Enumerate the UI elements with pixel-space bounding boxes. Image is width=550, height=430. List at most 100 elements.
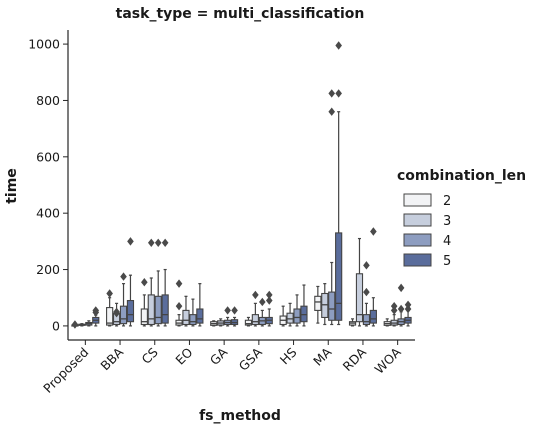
box-GA-3 bbox=[217, 318, 225, 327]
outlier-point bbox=[370, 227, 377, 236]
box-WOA-5 bbox=[404, 300, 412, 327]
outlier-point bbox=[265, 290, 273, 300]
x-axis-label: fs_method bbox=[199, 408, 281, 424]
x-tick-label: MA bbox=[310, 344, 335, 369]
legend-swatch bbox=[403, 253, 432, 267]
box-Proposed-3 bbox=[78, 323, 86, 327]
box-body bbox=[161, 294, 169, 324]
outlier-point bbox=[127, 237, 134, 246]
box-GA-2 bbox=[210, 320, 218, 327]
box-body bbox=[362, 314, 371, 326]
x-tick-label: BBA bbox=[97, 344, 126, 373]
legend-label: 4 bbox=[443, 234, 451, 249]
outlier-point bbox=[141, 278, 148, 287]
box-EO-3 bbox=[182, 295, 190, 327]
outlier-point bbox=[335, 89, 342, 98]
x-tick-label: CS bbox=[138, 344, 160, 366]
outlier-point bbox=[71, 320, 79, 329]
outlier-point bbox=[224, 306, 231, 315]
box-GSA-4 bbox=[258, 297, 266, 327]
box-HS-3 bbox=[286, 302, 294, 327]
outlier-point bbox=[120, 272, 127, 281]
box-GSA-2 bbox=[244, 316, 253, 327]
box-BBA-4 bbox=[119, 272, 128, 327]
outlier-point bbox=[106, 289, 113, 298]
outlier-point bbox=[252, 290, 259, 300]
outlier-point bbox=[363, 261, 370, 270]
plot-area: 0 200 400 600 800 1000 Proposed BBA CS EO GA GSA HS M… bbox=[28, 30, 415, 396]
outlier-point bbox=[231, 306, 238, 315]
box-body bbox=[244, 319, 253, 326]
y-tick-label: 200 bbox=[36, 262, 60, 277]
legend-label: 2 bbox=[443, 194, 451, 209]
box-body bbox=[119, 305, 128, 325]
outlier-point bbox=[265, 296, 273, 305]
box-CS-2 bbox=[140, 278, 148, 327]
outlier-point bbox=[92, 306, 100, 315]
box-body bbox=[286, 312, 294, 324]
box-body bbox=[126, 299, 135, 323]
outlier-point bbox=[397, 283, 405, 293]
outlier-point bbox=[175, 279, 183, 288]
x-tick-label: HS bbox=[277, 344, 300, 367]
box-WOA-2 bbox=[383, 318, 391, 327]
box-Proposed-5 bbox=[92, 306, 100, 327]
outlier-point bbox=[147, 238, 155, 247]
box-HS-4 bbox=[293, 294, 301, 327]
box-body bbox=[147, 294, 155, 326]
legend-label: 3 bbox=[443, 214, 451, 229]
box-HS-2 bbox=[279, 305, 287, 327]
outlier-point bbox=[175, 301, 183, 311]
box-MA-3 bbox=[321, 283, 329, 326]
box-EO-4 bbox=[189, 298, 197, 327]
box-Proposed-4 bbox=[85, 320, 93, 327]
x-tick-label: RDA bbox=[340, 344, 370, 374]
box-RDA-3 bbox=[355, 237, 364, 327]
outlier-point bbox=[154, 238, 162, 247]
box-GSA-5 bbox=[265, 290, 273, 327]
outlier-point bbox=[363, 287, 370, 297]
box-CS-3 bbox=[147, 238, 155, 327]
box-body bbox=[355, 273, 364, 323]
box-RDA-4 bbox=[362, 261, 371, 327]
outlier-point bbox=[404, 300, 412, 309]
box-WOA-3 bbox=[390, 301, 398, 327]
x-tick-label: Proposed bbox=[40, 345, 91, 396]
outlier-point bbox=[259, 297, 266, 307]
y-axis-label: time bbox=[4, 168, 20, 204]
x-tick-label: GSA bbox=[236, 344, 266, 374]
box-body bbox=[314, 295, 322, 311]
outlier-point bbox=[404, 304, 412, 314]
box-body bbox=[293, 308, 301, 324]
legend-swatch bbox=[403, 193, 432, 207]
box-Proposed-2 bbox=[71, 320, 79, 329]
box-BBA-3 bbox=[112, 302, 121, 327]
box-MA-5 bbox=[335, 41, 343, 326]
box-body bbox=[196, 308, 204, 324]
y-tick-label: 800 bbox=[36, 93, 60, 108]
box-WOA-4 bbox=[397, 283, 405, 327]
box-body bbox=[300, 305, 308, 323]
box-EO-5 bbox=[196, 283, 204, 327]
box-GA-4 bbox=[224, 306, 232, 327]
outlier-point bbox=[397, 304, 405, 314]
x-tick-label: GA bbox=[207, 344, 231, 368]
box-GSA-3 bbox=[251, 290, 259, 327]
box-RDA-2 bbox=[348, 318, 357, 327]
y-tick-label: 600 bbox=[36, 149, 60, 164]
box-body bbox=[251, 314, 259, 326]
x-tick-label: WOA bbox=[372, 344, 405, 377]
outlier-point bbox=[161, 238, 169, 247]
legend-title: combination_len bbox=[397, 168, 526, 184]
y-tick-label: 400 bbox=[36, 206, 60, 221]
box-BBA-2 bbox=[106, 289, 114, 327]
box-body bbox=[154, 295, 162, 325]
outlier-point bbox=[335, 41, 342, 50]
legend: combination_len 2 3 4 5 bbox=[397, 168, 526, 269]
box-EO-2 bbox=[175, 279, 183, 327]
box-body bbox=[106, 307, 114, 326]
box-BBA-5 bbox=[126, 237, 135, 327]
box-HS-5 bbox=[300, 284, 308, 327]
box-CS-4 bbox=[154, 238, 162, 327]
legend-label: 5 bbox=[443, 254, 451, 269]
